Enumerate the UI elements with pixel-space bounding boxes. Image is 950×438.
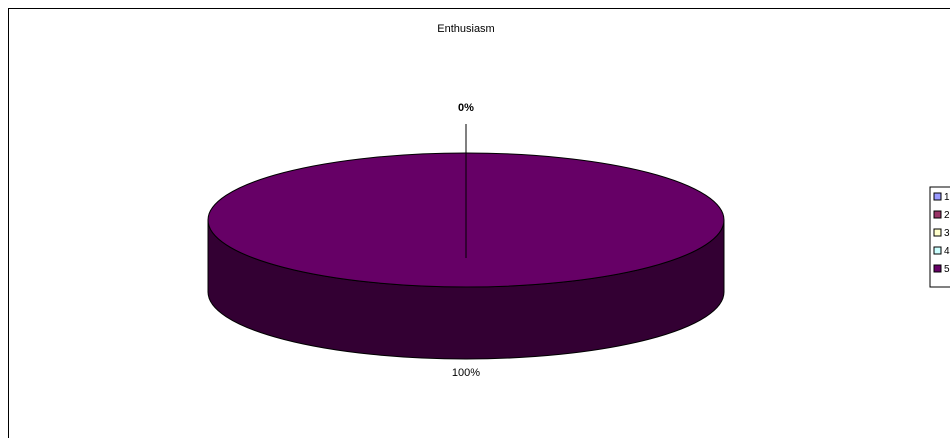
legend-label-3: 3: [944, 228, 950, 239]
legend-label-5: 5: [944, 264, 950, 275]
data-label-hundred-percent: 100%: [452, 367, 480, 379]
legend-swatch-5: [933, 264, 942, 273]
pie-chart: Enthusiasm 0% 100% 1 2 3 4 5: [207, 23, 950, 379]
legend-label-4: 4: [944, 246, 950, 257]
legend-label-2: 2: [944, 210, 950, 221]
data-label-zero-percent: 0%: [458, 102, 474, 114]
legend-swatch-4: [933, 246, 942, 255]
chart-title: Enthusiasm: [437, 23, 494, 35]
legend-label-1: 1: [944, 192, 950, 203]
legend-swatch-2: [933, 210, 942, 219]
legend-swatch-1: [933, 192, 942, 201]
legend-swatch-3: [933, 228, 942, 237]
chart-legend: 1 2 3 4 5: [929, 186, 950, 288]
